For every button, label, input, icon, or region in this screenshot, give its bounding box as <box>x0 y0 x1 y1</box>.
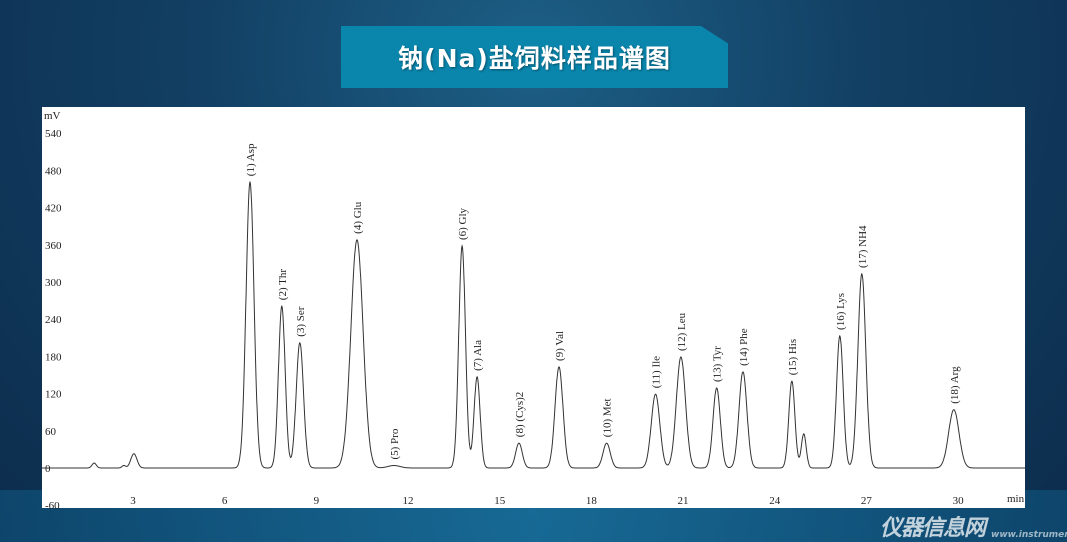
x-tick-label: 9 <box>314 495 320 507</box>
y-axis-label: mV <box>44 110 61 122</box>
peak-label: (12) Leu <box>676 312 688 351</box>
peak-label: (8) (Cys)2 <box>514 392 526 438</box>
x-tick-label: 30 <box>953 495 965 507</box>
y-tick-label: 420 <box>45 203 62 215</box>
x-tick-label: 21 <box>678 495 689 507</box>
x-tick-label: 15 <box>494 495 506 507</box>
x-tick-label: 3 <box>130 495 136 507</box>
peak-label: (11) Ile <box>651 356 663 388</box>
y-tick-label: 300 <box>45 277 62 289</box>
peak-labels: (1) Asp (2) Thr (3) Ser (4) Glu (5) Pro (6) G… <box>245 143 961 460</box>
peak-label: (4) Glu <box>352 201 364 234</box>
x-axis-label: min <box>1007 493 1025 505</box>
y-tick-label: 360 <box>45 240 62 252</box>
peak-label: (6) Gly <box>457 207 469 240</box>
y-tick-label: 240 <box>45 314 62 326</box>
y-tick-label: 60 <box>45 426 57 438</box>
peak-label: (13) Tyr <box>712 346 724 382</box>
x-ticks: 3 6 9 12 15 18 21 24 27 30 <box>130 495 964 507</box>
peak-label: (9) Val <box>554 331 566 361</box>
y-tick-label: 540 <box>45 128 62 140</box>
x-tick-label: 27 <box>861 495 873 507</box>
peak-label: (5) Pro <box>389 428 401 459</box>
logo: 仪器信息网 www.instrument.com.cn <box>880 509 1067 542</box>
chromatogram-trace <box>41 180 1025 469</box>
x-tick-label: 6 <box>222 495 228 507</box>
peak-label: (15) His <box>787 339 799 375</box>
plot-area <box>42 107 1025 508</box>
y-tick-label: 480 <box>45 165 62 177</box>
y-tick-label: 0 <box>45 463 51 475</box>
peak-label: (17) NH4 <box>857 225 869 268</box>
peak-label: (18) Arg <box>949 366 961 404</box>
peak-label: (1) Asp <box>245 143 257 176</box>
y-tick-label: 180 <box>45 351 62 363</box>
peak-label: (10) Met <box>602 398 614 437</box>
x-tick-label: 24 <box>769 495 781 507</box>
y-tick-label: 120 <box>45 389 62 401</box>
peak-label: (14) Phe <box>738 328 750 366</box>
logo-text: 仪器信息网 <box>880 516 986 541</box>
page-title: 钠(Na)盐饲料样品谱图 <box>398 44 671 73</box>
y-ticks: -60 0 60 120 180 240 300 360 420 480 540 <box>45 128 62 512</box>
logo-url: www.instrument.com.cn <box>991 530 1067 540</box>
peak-label: (2) Thr <box>277 269 289 301</box>
peak-label: (7) Ala <box>472 340 484 371</box>
x-tick-label: 18 <box>586 495 598 507</box>
x-tick-label: 12 <box>403 495 414 507</box>
y-tick-label: -60 <box>45 500 60 512</box>
peak-label: (16) Lys <box>835 293 847 330</box>
title-banner: 钠(Na)盐饲料样品谱图 <box>341 26 728 88</box>
peak-label: (3) Ser <box>295 306 307 337</box>
